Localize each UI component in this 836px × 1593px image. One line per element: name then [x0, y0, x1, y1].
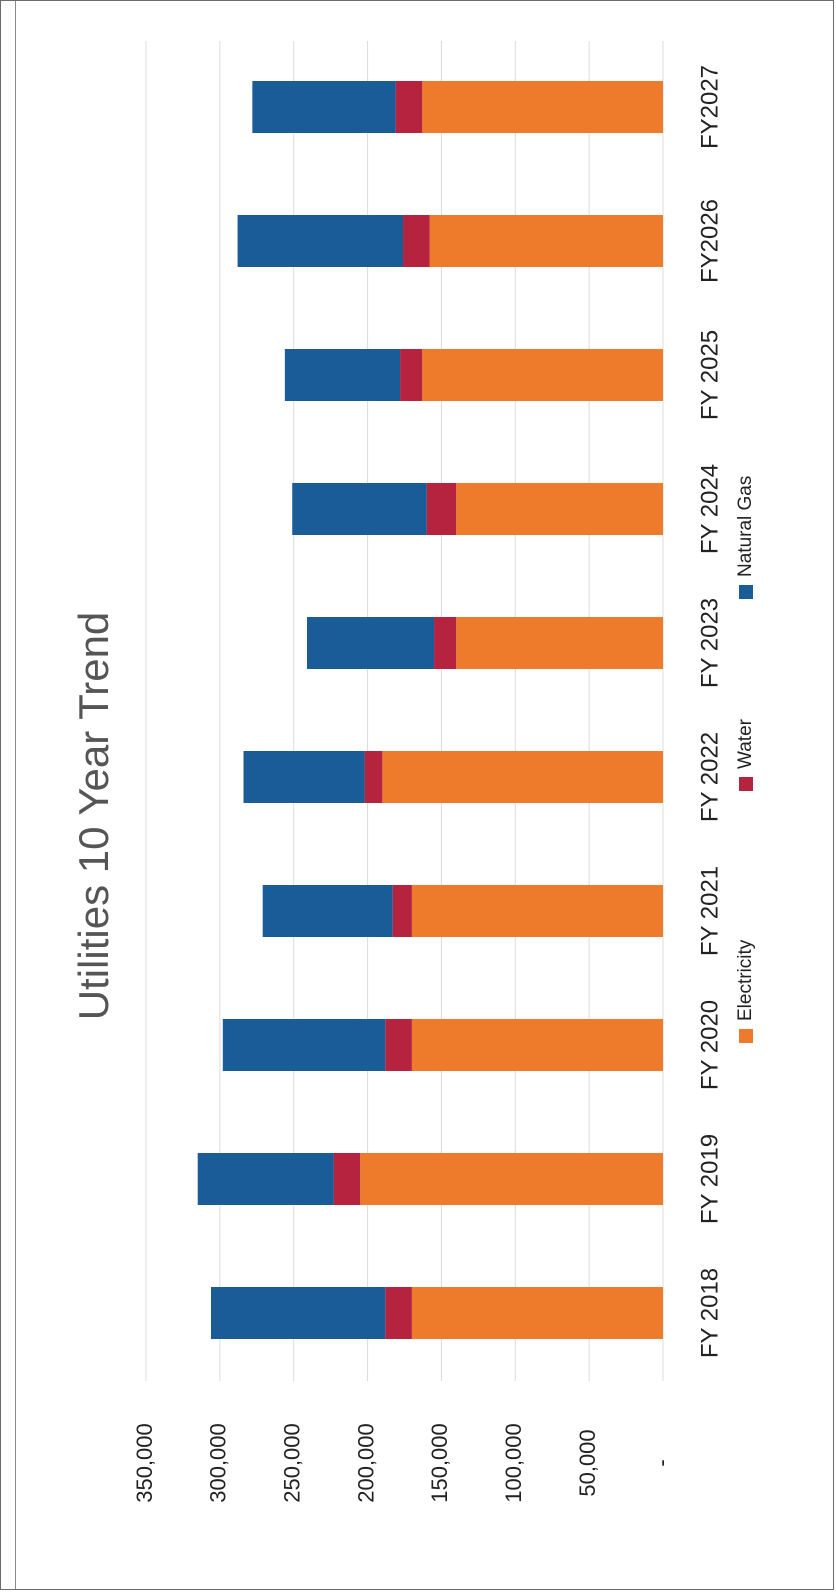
chart-title: Utilities 10 Year Trend [70, 612, 117, 1021]
legend-label: Electricity [735, 939, 756, 1021]
y-tick-label: 50,000 [575, 1429, 600, 1496]
bar-segment-natural-gas [237, 215, 404, 267]
y-axis-tick-labels: - 50,000 100,000 150,000 200,000 250,000 300,0… [132, 1423, 674, 1503]
category-label: FY 2021 [696, 866, 723, 956]
bar-segment-electricity [429, 215, 663, 267]
y-tick-label: 100,000 [501, 1423, 526, 1503]
y-tick-label: 150,000 [427, 1423, 452, 1503]
bar-segment-electricity [411, 885, 663, 937]
category-label: FY 2024 [696, 464, 723, 554]
bar-segment-natural-gas [222, 1019, 386, 1071]
bar-segment-natural-gas [210, 1287, 386, 1339]
bar-segment-natural-gas [197, 1153, 334, 1205]
bar-stacks [197, 81, 663, 1339]
bar-segment-electricity [360, 1153, 663, 1205]
bar-segment-natural-gas [252, 81, 396, 133]
bar-segment-electricity [456, 617, 663, 669]
legend-swatch [739, 1029, 753, 1043]
category-label: FY 2025 [696, 330, 723, 420]
bar-segment-electricity [411, 1287, 663, 1339]
category-label: FY 2023 [696, 598, 723, 688]
bar-segment-water [400, 349, 423, 401]
legend-swatch [739, 585, 753, 599]
bar-segment-water [392, 885, 412, 937]
category-label: FY 2018 [696, 1268, 723, 1358]
bar-segment-water [426, 483, 457, 535]
bar-segment-water [395, 81, 423, 133]
category-label: FY 2022 [696, 732, 723, 822]
bar-segment-water [434, 617, 457, 669]
y-tick-label: 200,000 [353, 1423, 378, 1503]
bar-segment-water [385, 1019, 412, 1071]
bar-segment-electricity [382, 751, 663, 803]
bar-segment-natural-gas [243, 751, 365, 803]
legend-swatch [739, 777, 753, 791]
bar-segment-electricity [456, 483, 663, 535]
bar-segment-natural-gas [284, 349, 401, 401]
legend-label: Water [735, 718, 756, 769]
category-label: FY 2020 [696, 1000, 723, 1090]
bar-segment-water [333, 1153, 361, 1205]
bar-segment-electricity [422, 81, 663, 133]
y-tick-label: 300,000 [206, 1423, 231, 1503]
y-tick-label: - [649, 1459, 674, 1466]
y-tick-label: 350,000 [132, 1423, 157, 1503]
bar-segment-water [403, 215, 430, 267]
bar-segment-water [364, 751, 383, 803]
legend-label: Natural Gas [735, 476, 756, 577]
bar-segment-electricity [422, 349, 663, 401]
category-label: FY2026 [696, 199, 723, 283]
category-label: FY2027 [696, 65, 723, 149]
category-axis-labels: FY 2018 FY 2019 FY 2020 FY 2021 FY 2022 FY 20… [696, 65, 723, 1358]
bar-segment-natural-gas [292, 483, 427, 535]
category-label: FY 2019 [696, 1134, 723, 1224]
y-tick-label: 250,000 [280, 1423, 305, 1503]
bar-segment-natural-gas [307, 617, 435, 669]
bar-segment-electricity [411, 1019, 663, 1071]
legend: Electricity Water Natural Gas [735, 476, 756, 1043]
bar-segment-water [385, 1287, 412, 1339]
bar-segment-natural-gas [262, 885, 393, 937]
